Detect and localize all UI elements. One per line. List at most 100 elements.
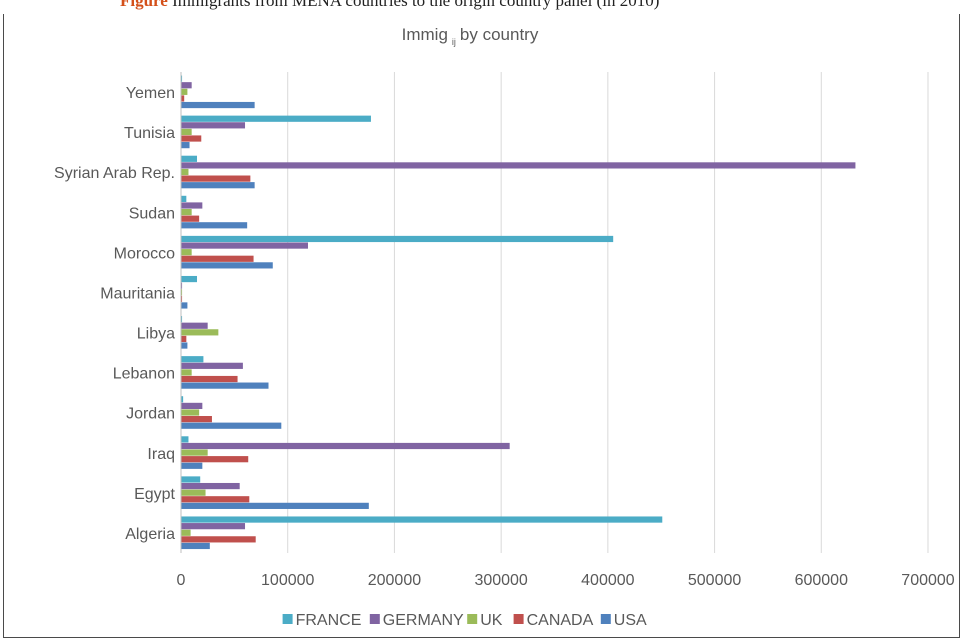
bar xyxy=(181,302,188,309)
chart-title-suffix: by country xyxy=(460,25,539,44)
bar xyxy=(181,416,212,423)
legend[interactable]: FRANCE GERMANY UK CANADA USA xyxy=(282,612,647,629)
bar xyxy=(181,242,308,249)
legend-label: UK xyxy=(480,612,503,629)
y-category-label: Algeria xyxy=(125,526,175,543)
figure-caption-text: Immigrants from MENA countries to the or… xyxy=(172,0,660,10)
bar xyxy=(181,422,282,429)
x-tick-label: 700000 xyxy=(901,572,954,589)
chart-title-subscript: ij xyxy=(452,37,456,47)
bar xyxy=(181,202,203,209)
bar xyxy=(181,122,246,129)
bar xyxy=(181,456,249,463)
bar xyxy=(181,249,192,256)
bar xyxy=(181,356,204,363)
x-tick-label: 100000 xyxy=(261,572,314,589)
bar xyxy=(181,542,210,550)
legend-label: CANADA xyxy=(527,612,594,629)
y-category-label: Tunisia xyxy=(124,125,175,142)
legend-swatch xyxy=(282,614,293,624)
bar xyxy=(181,95,185,102)
bar xyxy=(181,482,240,490)
bar xyxy=(181,476,201,483)
legend-swatch xyxy=(467,614,478,624)
legend-label: GERMANY xyxy=(383,612,464,629)
bar xyxy=(181,101,255,109)
bar xyxy=(181,502,369,509)
x-tick-label: 300000 xyxy=(474,572,527,589)
figure-caption-strip: Figure Immigrants from MENA countries to… xyxy=(0,0,964,14)
bar xyxy=(181,523,246,530)
bar xyxy=(181,262,273,269)
chart-title-main: Immig xyxy=(402,25,448,44)
bar xyxy=(181,135,202,142)
y-category-label: Morocco xyxy=(114,245,175,262)
bar xyxy=(181,295,183,302)
bar xyxy=(181,142,190,149)
bar xyxy=(181,128,192,136)
bar xyxy=(181,396,184,403)
figure-label: Figure xyxy=(120,0,168,10)
bar xyxy=(181,322,208,329)
bar xyxy=(181,162,856,169)
y-category-label: Lebanon xyxy=(113,366,175,383)
bar xyxy=(181,215,200,222)
bar xyxy=(181,275,198,283)
y-category-label: Mauritania xyxy=(100,285,175,302)
bar xyxy=(181,436,189,443)
x-tick-label: 400000 xyxy=(581,572,634,589)
y-category-label: Yemen xyxy=(126,85,175,102)
bar xyxy=(181,316,183,323)
legend-label: USA xyxy=(614,612,647,629)
y-category-label: Sudan xyxy=(129,205,175,222)
x-tick-label: 500000 xyxy=(688,572,741,589)
legend-swatch xyxy=(600,614,611,624)
bar xyxy=(181,208,192,216)
bar xyxy=(181,516,663,523)
bar xyxy=(181,195,187,202)
bar xyxy=(181,168,189,176)
bar xyxy=(181,255,254,262)
bar xyxy=(181,382,269,389)
bar xyxy=(181,155,198,162)
bar xyxy=(181,75,183,82)
bar xyxy=(181,402,203,410)
y-category-label: Jordan xyxy=(126,406,175,423)
bar xyxy=(181,88,188,95)
y-category-label: Iraq xyxy=(147,446,175,463)
x-tick-label: 200000 xyxy=(368,572,421,589)
bar xyxy=(181,282,183,289)
bar xyxy=(181,536,256,543)
y-category-label: Syrian Arab Rep. xyxy=(54,165,175,182)
bar xyxy=(181,489,206,496)
axes: 0 100000 200000 300000 400000 500000 600000 700… xyxy=(54,72,955,589)
bar xyxy=(181,462,203,469)
gridlines xyxy=(287,72,929,553)
bar xyxy=(181,329,219,336)
bars xyxy=(181,75,856,550)
chart-frame xyxy=(3,14,960,638)
bar xyxy=(181,375,238,383)
chart-title: Immig ij by country xyxy=(402,25,539,47)
bar xyxy=(181,115,371,122)
bar xyxy=(181,335,187,343)
bar xyxy=(181,342,188,349)
bar xyxy=(181,449,208,456)
x-tick-label: 600000 xyxy=(795,572,848,589)
legend-label: FRANCE xyxy=(296,612,362,629)
bar xyxy=(181,496,250,503)
bar xyxy=(181,409,200,416)
bar xyxy=(181,442,510,450)
y-category-label: Egypt xyxy=(134,486,175,503)
legend-swatch xyxy=(513,614,524,624)
bar xyxy=(181,369,192,376)
bar xyxy=(181,289,183,296)
bar xyxy=(181,175,251,182)
bar xyxy=(181,82,192,89)
y-category-label: Libya xyxy=(137,326,175,343)
figure-caption: Figure Immigrants from MENA countries to… xyxy=(120,0,659,11)
bar xyxy=(181,222,248,229)
bar xyxy=(181,529,191,536)
x-tick-label: 0 xyxy=(177,572,186,589)
